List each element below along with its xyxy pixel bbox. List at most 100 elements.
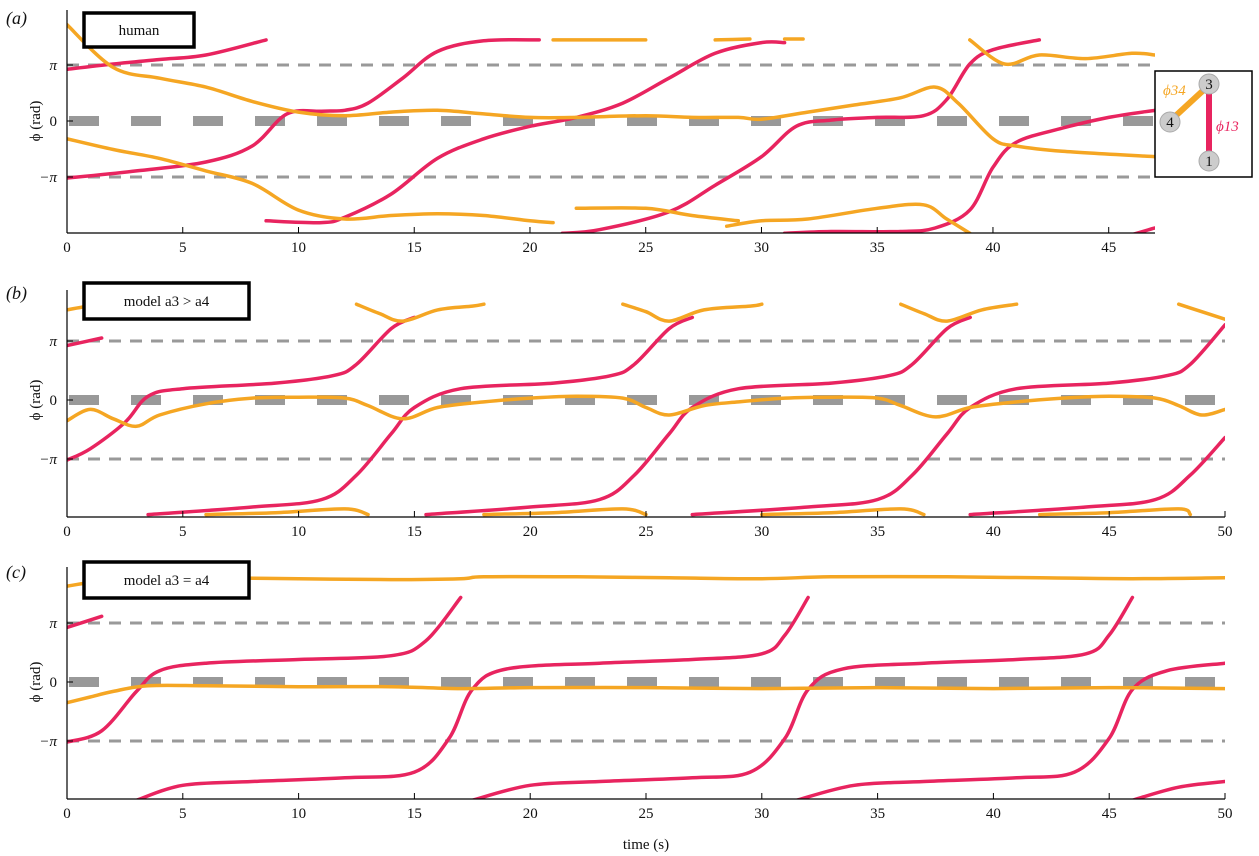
inset-label-phi13: ϕ13 <box>1216 119 1239 135</box>
y-tick-label: −π <box>39 170 57 186</box>
inset-node <box>1159 111 1181 133</box>
x-tick-label: 40 <box>986 806 1001 822</box>
inset-label-phi34: ϕ34 <box>1163 83 1186 99</box>
series-phi34-segment-0 <box>67 22 1155 159</box>
series-phi34-segment-9 <box>1037 507 1193 517</box>
panel-label: (b) <box>6 283 27 304</box>
series-phi13-segment-5 <box>968 435 1225 517</box>
series-phi34-segment-4 <box>899 302 1019 323</box>
x-tick-label: 40 <box>986 524 1001 540</box>
x-tick-label: 45 <box>1102 806 1117 822</box>
series-phi13-segment-4 <box>795 661 1225 799</box>
panel-c: 0 5 10 15 20 25 30 35 40 45 50 π 0 −π ϕ (rad) (c) model … <box>6 560 1233 822</box>
x-tick-label: 5 <box>179 240 187 256</box>
inset-node <box>1198 73 1220 95</box>
series-phi34-segment-6 <box>204 507 370 517</box>
y-tick-label: π <box>49 616 57 632</box>
plot-area <box>67 302 1225 517</box>
x-tick-label: 10 <box>291 240 306 256</box>
x-tick-label: 50 <box>1218 806 1233 822</box>
series-phi13-segment-5 <box>1131 779 1225 799</box>
x-tick-label: 35 <box>870 524 885 540</box>
panel-b: 0 5 10 15 20 25 30 35 40 45 50 π 0 −π ϕ (rad) (b) model … <box>6 281 1233 540</box>
x-tick-label: 0 <box>63 240 71 256</box>
y-tick-label: 0 <box>50 114 58 130</box>
series-phi13-segment-1 <box>67 595 463 744</box>
panel-label: (c) <box>6 562 26 583</box>
series-phi34-segment-7 <box>968 38 1155 67</box>
x-tick-label: 10 <box>291 524 306 540</box>
inset-node-label: 3 <box>1205 77 1213 93</box>
inset-node <box>1198 150 1220 172</box>
series-phi13-segment-4 <box>782 108 1155 233</box>
series-phi34-segment-3 <box>621 302 764 323</box>
y-tick-label: −π <box>39 734 57 750</box>
series-phi13-segment-3 <box>471 595 1135 799</box>
y-axis-title: ϕ (rad) <box>28 380 44 421</box>
series-phi34-segment-5 <box>713 37 752 42</box>
x-tick-label: 20 <box>522 240 537 256</box>
x-tick-label: 20 <box>523 806 538 822</box>
legend-box <box>82 11 196 49</box>
series-phi34-segment-1 <box>67 137 555 225</box>
plot-area <box>67 22 1155 233</box>
series-phi13-segment-0 <box>67 336 104 348</box>
series-phi13-segment-4 <box>690 323 1225 517</box>
panel-label: (a) <box>6 8 27 29</box>
x-tick-label: 45 <box>1101 240 1116 256</box>
x-tick-label: 40 <box>985 240 1000 256</box>
legend-text: model a3 = a4 <box>124 573 210 589</box>
y-tick-label: π <box>49 58 57 74</box>
legend-box <box>82 560 251 600</box>
series-phi34-segment-5 <box>1176 302 1225 321</box>
x-tick-label: 30 <box>754 524 769 540</box>
series-phi13-segment-0 <box>67 38 268 72</box>
inset-node-label: 1 <box>1205 154 1213 170</box>
x-tick-label: 25 <box>639 806 654 822</box>
x-tick-label: 0 <box>63 806 71 822</box>
x-tick-label: 5 <box>179 524 187 540</box>
x-tick-label: 25 <box>639 524 654 540</box>
y-tick-label: 0 <box>50 393 58 409</box>
x-tick-label: 10 <box>291 806 306 822</box>
series-phi13-segment-3 <box>424 315 972 517</box>
panel-a: 0 5 10 15 20 25 30 35 40 45 π 0 −π ϕ (rad) (a) human <box>6 8 1155 256</box>
y-tick-label: π <box>49 334 57 350</box>
legend-text: model a3 > a4 <box>124 294 210 310</box>
x-tick-label: 30 <box>754 806 769 822</box>
series-phi13-segment-1 <box>67 315 417 462</box>
inset-diagram: 3 1 4 ϕ34 ϕ13 <box>1154 70 1253 178</box>
x-tick-label: 30 <box>754 240 769 256</box>
plot-area <box>67 574 1225 799</box>
x-tick-label: 35 <box>870 806 885 822</box>
series-phi34-segment-3 <box>574 206 741 223</box>
x-tick-label: 15 <box>407 806 422 822</box>
y-axis-title: ϕ (rad) <box>28 662 44 703</box>
y-axis-title: ϕ (rad) <box>28 101 44 142</box>
series-phi34-segment-7 <box>482 507 648 517</box>
series-phi13-segment-2 <box>264 40 787 225</box>
series-phi34-segment-8 <box>760 507 926 517</box>
legend-text: human <box>119 23 160 39</box>
y-tick-label: 0 <box>50 675 58 691</box>
x-tick-label: 50 <box>1218 524 1233 540</box>
inset-node-label: 4 <box>1166 115 1174 131</box>
series-phi13-segment-3 <box>560 38 1042 233</box>
x-tick-label: 5 <box>179 806 187 822</box>
x-tick-label: 45 <box>1102 524 1117 540</box>
x-tick-label: 0 <box>63 524 71 540</box>
x-tick-label: 35 <box>870 240 885 256</box>
x-tick-label: 15 <box>407 240 422 256</box>
series-phi13-segment-0 <box>67 614 104 630</box>
series-phi34-segment-1 <box>67 683 1225 705</box>
x-tick-label: 15 <box>407 524 422 540</box>
series-phi13-segment-2 <box>135 595 810 799</box>
x-tick-label: 20 <box>523 524 538 540</box>
series-phi13-segment-2 <box>146 315 695 517</box>
y-tick-label: −π <box>39 452 57 468</box>
series-phi34-segment-1 <box>67 394 1225 429</box>
x-tick-label: 25 <box>638 240 653 256</box>
series-phi34-segment-2 <box>354 302 486 323</box>
series-phi34-segment-4 <box>724 202 972 233</box>
